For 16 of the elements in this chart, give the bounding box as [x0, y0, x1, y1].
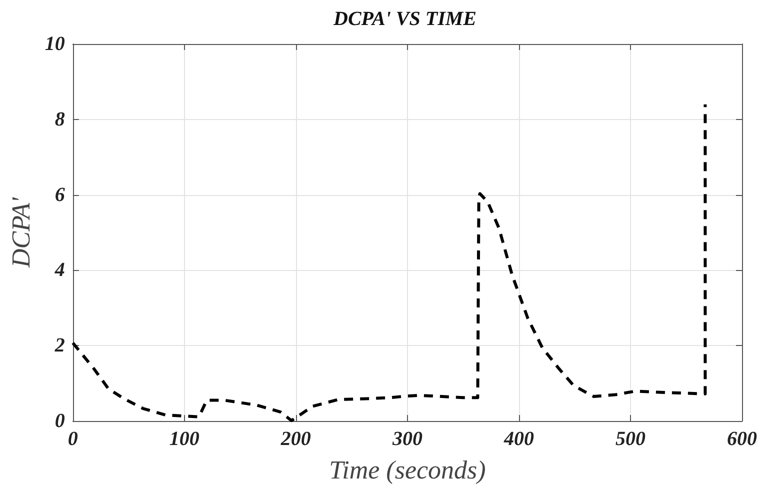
- line-series: [71, 102, 707, 422]
- y-axis-title: DCPA': [6, 197, 36, 269]
- y-tick-label: 10: [44, 33, 65, 55]
- x-tick-label: 100: [169, 428, 200, 450]
- y-tick-label: 6: [54, 184, 65, 206]
- x-tick-label: 200: [280, 428, 311, 450]
- x-tick-label: 400: [502, 428, 534, 450]
- x-tick-label: 300: [391, 428, 422, 450]
- y-tick-label: 4: [54, 259, 65, 282]
- x-tick-label: 600: [727, 428, 757, 450]
- y-tick-label: 8: [54, 108, 65, 130]
- x-tick-label: 500: [615, 428, 646, 450]
- y-tick-label: 0: [54, 410, 65, 432]
- y-tick-label: 2: [54, 334, 65, 357]
- chart-title: DCPA' VS TIME: [332, 8, 476, 30]
- x-axis-title: Time (seconds): [329, 456, 486, 484]
